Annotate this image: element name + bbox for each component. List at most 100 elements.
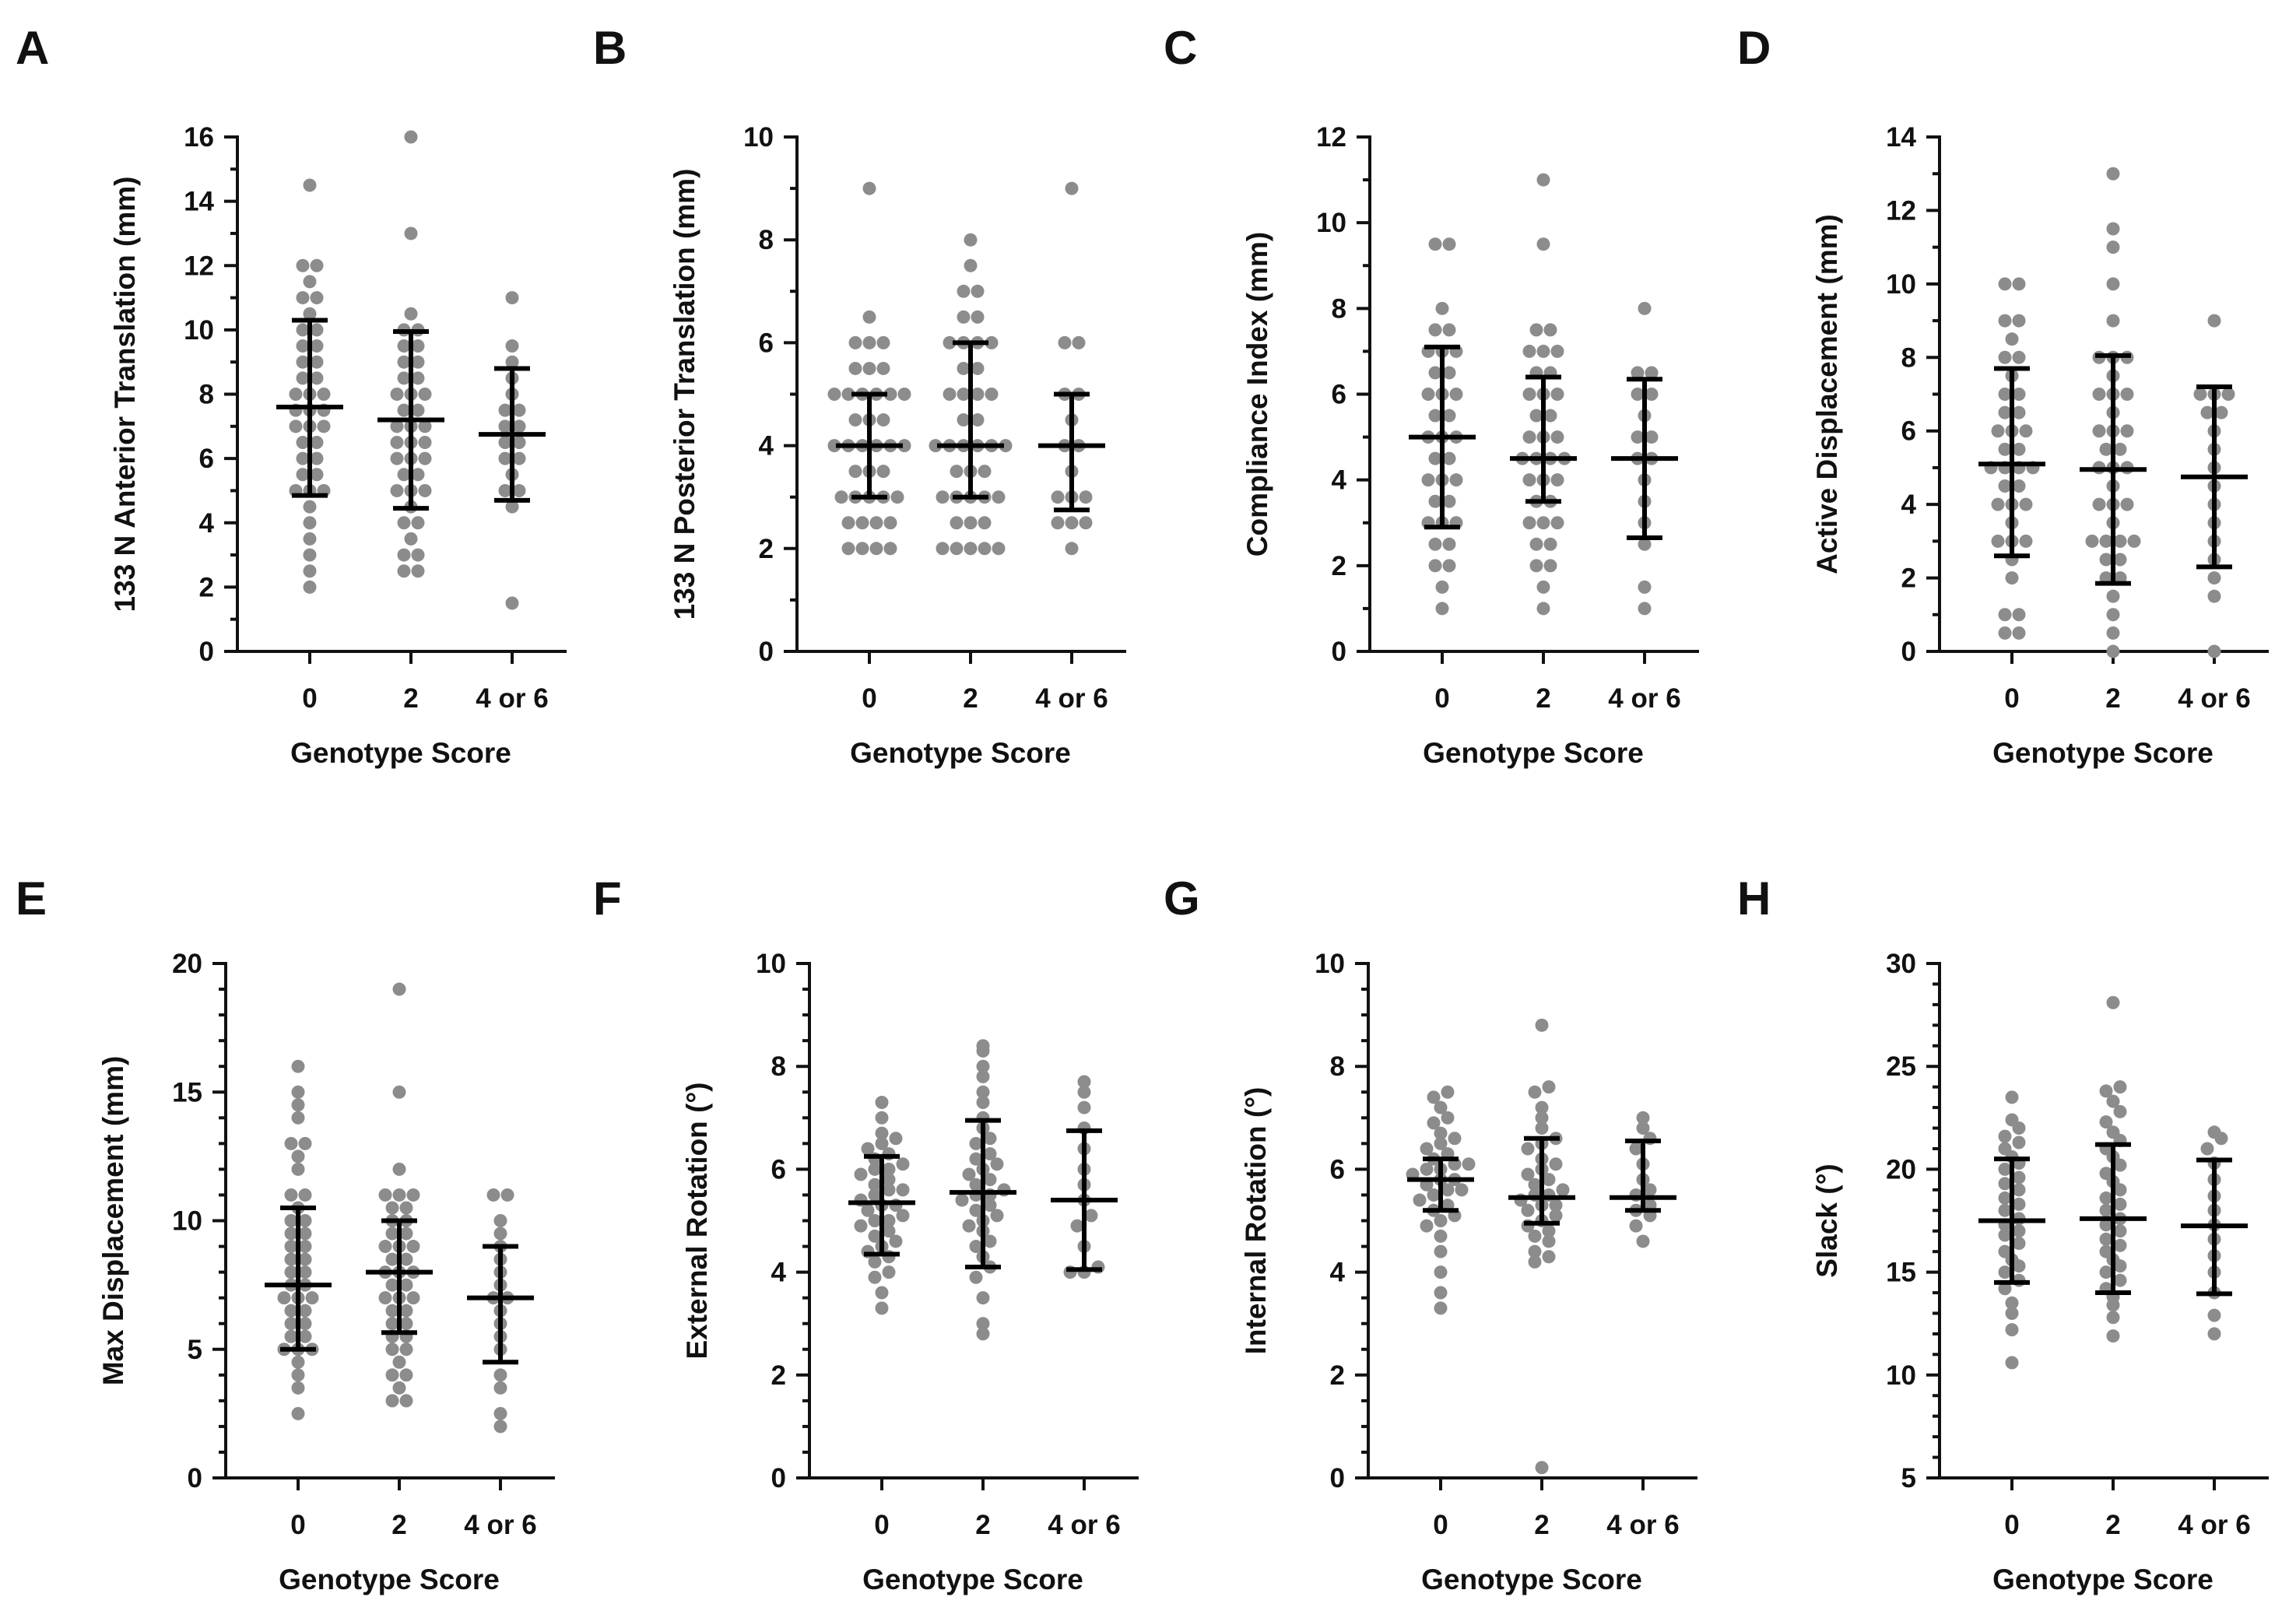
- x-tick-label: 4 or 6: [2178, 683, 2250, 714]
- data-point: [957, 361, 971, 375]
- y-axis-title: 133 N Posterior Translation (mm): [669, 169, 700, 620]
- data-point: [1998, 405, 2012, 419]
- data-point: [1420, 1142, 1434, 1156]
- data-point: [2019, 534, 2033, 548]
- data-point: [2113, 1197, 2127, 1211]
- data-point: [890, 490, 904, 504]
- data-point: [1529, 559, 1543, 573]
- data-point: [827, 439, 841, 453]
- data-point: [1631, 366, 1645, 380]
- x-tick-label: 0: [290, 1510, 305, 1540]
- data-point: [378, 1291, 392, 1305]
- x-tick-label: 2: [391, 1510, 406, 1540]
- data-point: [512, 451, 526, 465]
- data-point: [2005, 1306, 2019, 1320]
- data-point: [303, 516, 317, 530]
- data-point: [969, 1136, 983, 1150]
- data-point: [957, 284, 971, 298]
- data-point: [875, 1126, 889, 1140]
- data-point: [2099, 1191, 2113, 1205]
- data-point: [955, 1193, 969, 1207]
- data-point: [2012, 405, 2026, 419]
- data-point: [1442, 237, 1456, 251]
- data-point: [2012, 350, 2026, 364]
- data-point: [392, 1381, 406, 1395]
- data-point: [896, 1209, 910, 1223]
- data-point: [291, 1111, 305, 1125]
- data-point: [284, 1252, 298, 1266]
- data-point: [969, 1203, 983, 1217]
- data-point: [2200, 405, 2214, 419]
- data-point: [411, 355, 425, 369]
- data-point: [418, 435, 432, 449]
- data-point: [296, 435, 310, 449]
- data-point: [876, 335, 890, 349]
- data-point: [883, 542, 897, 556]
- data-point: [411, 564, 425, 578]
- data-point: [971, 388, 985, 401]
- data-point: [869, 516, 883, 530]
- data-point: [305, 1291, 319, 1305]
- data-point: [399, 1201, 413, 1215]
- y-tick-label: 10: [743, 122, 774, 153]
- data-point: [385, 1394, 399, 1408]
- x-axis-title: Genotype Score: [1992, 737, 2213, 769]
- data-point: [964, 542, 978, 556]
- data-point: [390, 483, 404, 497]
- x-axis-title: Genotype Score: [1992, 1564, 2213, 1595]
- data-point: [1521, 1203, 1535, 1217]
- data-point: [303, 564, 317, 578]
- panel-d: D 0 2 4 6 8 10 12 14 0 2 4 or 6 Genotype Score Active…: [1737, 22, 2269, 769]
- data-point: [861, 1203, 875, 1217]
- data-point: [2207, 314, 2221, 328]
- data-point: [399, 1304, 413, 1318]
- data-point: [505, 355, 519, 369]
- data-point: [493, 1214, 507, 1227]
- data-point: [512, 419, 526, 433]
- data-point: [1543, 409, 1557, 423]
- data-point: [1442, 494, 1456, 508]
- data-point: [385, 1317, 399, 1331]
- data-point: [2106, 995, 2120, 1009]
- data-point: [303, 275, 317, 289]
- data-point: [390, 388, 404, 401]
- data-point: [1428, 537, 1442, 551]
- x-tick-label: 4 or 6: [1606, 1510, 1679, 1540]
- x-tick-label: 0: [2004, 683, 2019, 714]
- data-point: [950, 465, 964, 479]
- data-point: [1638, 602, 1652, 616]
- x-tick-label: 2: [963, 683, 978, 714]
- data-point: [1998, 608, 2012, 622]
- y-tick-label: 0: [1332, 637, 1346, 667]
- data-point: [284, 1265, 298, 1279]
- data-point: [1528, 1085, 1542, 1099]
- group-2: [2080, 167, 2147, 658]
- data-point: [2005, 1113, 2019, 1127]
- panel-g: G 0 2 4 6 8 10 0 2 4 or 6 Genotype Score Internal R…: [1164, 872, 1697, 1595]
- data-point: [2113, 1080, 2127, 1094]
- data-point: [1550, 388, 1564, 401]
- data-point: [969, 1152, 983, 1166]
- data-point: [399, 1317, 413, 1331]
- data-point: [298, 1214, 312, 1227]
- data-point: [291, 1098, 305, 1112]
- data-point: [317, 388, 331, 401]
- data-point: [1079, 490, 1093, 504]
- data-point: [943, 388, 957, 401]
- data-point: [399, 1368, 413, 1382]
- y-tick-label: 0: [771, 1463, 786, 1493]
- data-point: [1421, 473, 1435, 487]
- data-point: [1542, 1173, 1556, 1187]
- data-point: [1413, 1193, 1427, 1207]
- data-point: [875, 1136, 889, 1150]
- data-point: [1442, 537, 1456, 551]
- data-point: [277, 1291, 291, 1305]
- data-point: [868, 1229, 882, 1243]
- data-point: [2214, 405, 2228, 419]
- y-tick-label: 2: [771, 1360, 786, 1391]
- data-point: [1529, 323, 1543, 337]
- data-point: [2207, 644, 2221, 658]
- data-point: [303, 580, 317, 594]
- group-2: [1508, 1018, 1575, 1475]
- y-axis-title: Active Displacement (mm): [1811, 214, 1843, 574]
